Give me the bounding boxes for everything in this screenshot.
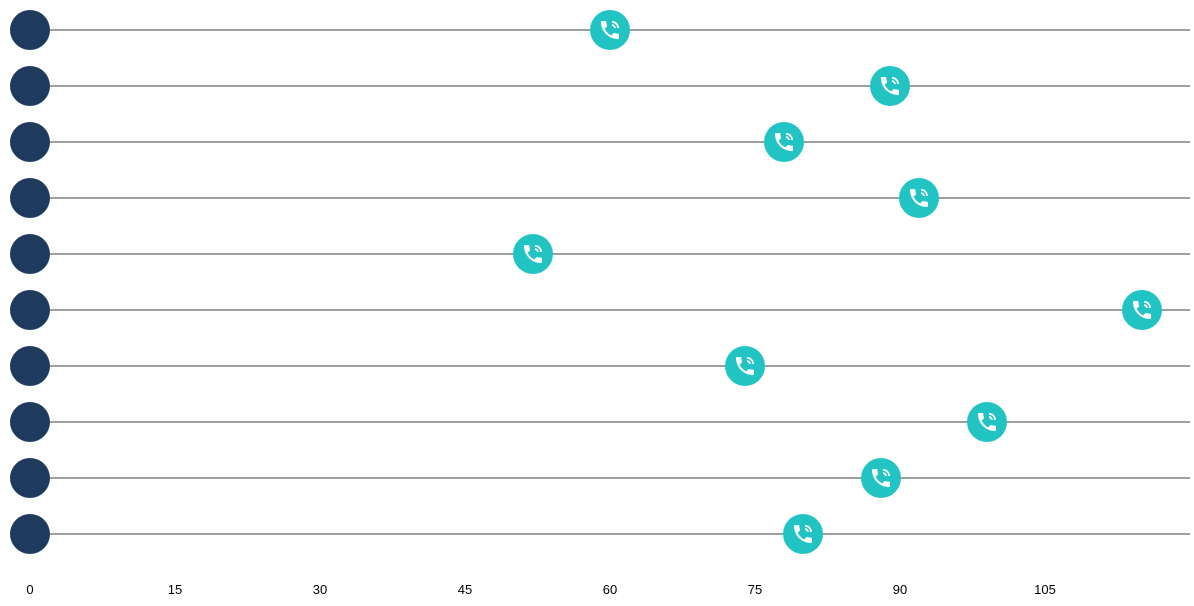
x-axis-tick-label: 60 <box>603 582 617 597</box>
origin-marker <box>10 514 50 554</box>
track-line <box>30 477 1190 479</box>
phone-ringing-icon <box>513 234 553 274</box>
phone-ringing-icon <box>590 10 630 50</box>
phone-ringing-icon <box>764 122 804 162</box>
x-axis-tick-label: 0 <box>26 582 33 597</box>
phone-ringing-icon <box>861 458 901 498</box>
x-axis-tick-label: 15 <box>168 582 182 597</box>
x-axis-tick-label: 30 <box>313 582 327 597</box>
phone-ringing-icon <box>783 514 823 554</box>
origin-marker <box>10 346 50 386</box>
track-line <box>30 421 1190 423</box>
origin-marker <box>10 234 50 274</box>
value-marker <box>861 458 901 498</box>
origin-marker <box>10 122 50 162</box>
track-line <box>30 309 1190 311</box>
track-line <box>30 141 1190 143</box>
track-line <box>30 365 1190 367</box>
phone-ringing-icon <box>870 66 910 106</box>
value-marker <box>764 122 804 162</box>
value-marker <box>590 10 630 50</box>
value-marker <box>1122 290 1162 330</box>
phone-ringing-icon <box>967 402 1007 442</box>
value-marker <box>870 66 910 106</box>
value-marker <box>967 402 1007 442</box>
x-axis-tick-label: 45 <box>458 582 472 597</box>
origin-marker <box>10 10 50 50</box>
origin-marker <box>10 290 50 330</box>
x-axis-tick-label: 75 <box>748 582 762 597</box>
track-line <box>30 253 1190 255</box>
track-line <box>30 197 1190 199</box>
value-marker <box>513 234 553 274</box>
value-marker <box>725 346 765 386</box>
value-marker <box>899 178 939 218</box>
x-axis-tick-label: 105 <box>1034 582 1056 597</box>
value-marker <box>783 514 823 554</box>
origin-marker <box>10 66 50 106</box>
phone-ringing-icon <box>725 346 765 386</box>
x-axis-tick-label: 90 <box>893 582 907 597</box>
track-line <box>30 85 1190 87</box>
phone-ringing-icon <box>899 178 939 218</box>
dot-plot-chart: 0 15 30 45 60 75 90 105 <box>0 0 1194 606</box>
phone-ringing-icon <box>1122 290 1162 330</box>
origin-marker <box>10 458 50 498</box>
origin-marker <box>10 178 50 218</box>
track-line <box>30 533 1190 535</box>
origin-marker <box>10 402 50 442</box>
